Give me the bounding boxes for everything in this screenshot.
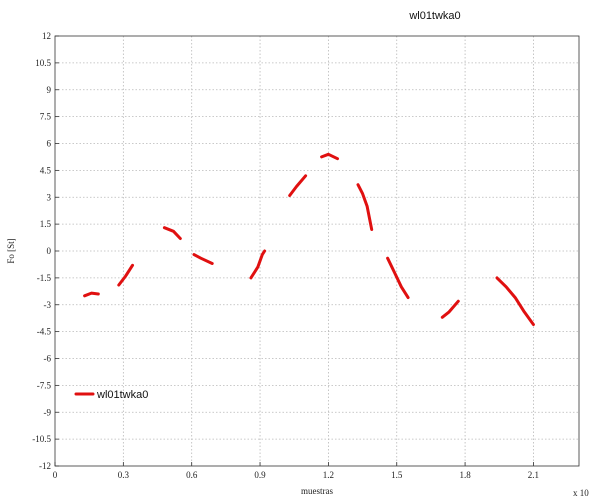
y-tick-label: 6 (47, 139, 52, 149)
x-tick-label: 0 (53, 470, 58, 480)
series-segment (495, 276, 535, 326)
y-tick-label: 3 (47, 192, 52, 202)
x-tick-label: 1.5 (391, 470, 403, 480)
y-tick-label: 9 (47, 85, 52, 95)
y-tick-label: -4.5 (37, 327, 52, 337)
y-tick-label: -3 (44, 300, 52, 310)
y-tick-label: -10.5 (32, 434, 51, 444)
series-segment (117, 263, 134, 287)
series-wl01twka0 (83, 152, 535, 326)
y-axis-ticks: -12 -10.5 -9 -7.5 -6 -4.5 -3 -1.5 0 1.5 3 4.5 6 7.5 9 1… (32, 31, 59, 471)
y-tick-label: 0 (47, 246, 52, 256)
y-tick-label: -9 (44, 407, 52, 417)
legend-label: wl01twka0 (96, 389, 148, 401)
series-segment (320, 152, 339, 161)
y-tick-label: 10.5 (35, 58, 51, 68)
series-segment (83, 291, 100, 298)
x-tick-label: 0.9 (254, 470, 266, 480)
x-axis-exponent: x 10 (573, 488, 589, 497)
series-segment (192, 253, 214, 265)
y-tick-label: -12 (39, 461, 51, 471)
x-axis-label: muestras (301, 486, 333, 496)
x-axis-ticks: 0 0.3 0.6 0.9 1.2 1.5 1.8 2.1 (53, 462, 539, 480)
y-tick-label: -6 (44, 354, 52, 364)
series-segment (162, 226, 182, 240)
y-tick-label: -1.5 (37, 273, 52, 283)
x-tick-label: 0.6 (186, 470, 198, 480)
y-tick-label: 4.5 (40, 165, 52, 175)
x-tick-label: 2.1 (528, 470, 539, 480)
x-tick-label: 1.2 (323, 470, 334, 480)
y-axis-label: Fo [St] (6, 238, 16, 263)
y-tick-label: 12 (42, 31, 51, 41)
series-segment (440, 299, 460, 319)
legend: wl01twka0 (74, 389, 148, 401)
x-tick-label: 1.8 (459, 470, 471, 480)
x-tick-label: 0.3 (118, 470, 130, 480)
series-segment (356, 183, 374, 231)
y-tick-label: -7.5 (37, 380, 52, 390)
y-tick-label: 1.5 (40, 219, 52, 229)
series-segment (288, 174, 308, 197)
series-segment (249, 249, 267, 280)
series-segment (386, 256, 410, 300)
chart-title: wl01twka0 (408, 10, 460, 22)
y-tick-label: 7.5 (40, 112, 52, 122)
grid (55, 36, 579, 466)
